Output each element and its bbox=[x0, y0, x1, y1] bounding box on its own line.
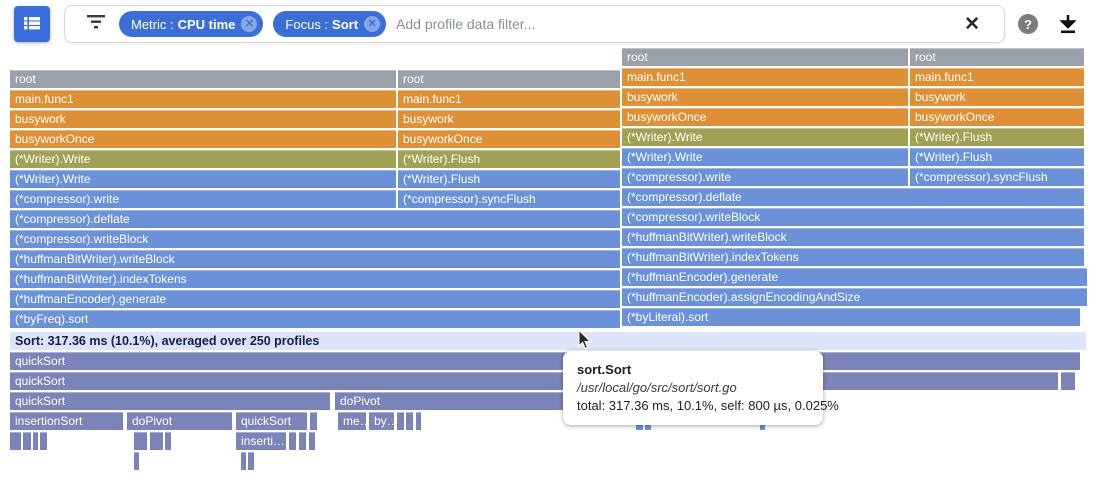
flame-bar[interactable] bbox=[309, 432, 315, 450]
flame-bar[interactable]: quickSort bbox=[10, 372, 1058, 390]
flame-bar[interactable]: doPivot bbox=[127, 412, 232, 430]
flame-bar[interactable]: (*compressor).syncFlush bbox=[910, 168, 1084, 186]
tooltip-function-name: sort.Sort bbox=[577, 362, 632, 377]
flame-bar[interactable]: root bbox=[10, 70, 396, 88]
flame-bar[interactable] bbox=[1061, 372, 1075, 390]
flame-bar[interactable] bbox=[397, 412, 404, 430]
tooltip: sort.Sort /usr/local/go/src/sort/sort.go… bbox=[563, 351, 839, 425]
flame-bar[interactable]: (*Writer).Flush bbox=[910, 148, 1084, 166]
flame-bar[interactable]: quickSort bbox=[236, 412, 307, 430]
filter-chip-focus[interactable]: Focus : Sort ✕ bbox=[273, 11, 387, 37]
flame-bar[interactable]: (*Writer).Flush bbox=[398, 170, 620, 188]
flame-bar[interactable] bbox=[299, 432, 306, 450]
flame-bar[interactable]: (*Writer).Flush bbox=[910, 128, 1084, 146]
flame-bar[interactable]: root bbox=[910, 48, 1084, 66]
flame-bar[interactable]: main.func1 bbox=[622, 68, 908, 86]
flame-bar[interactable]: insertionSort bbox=[10, 412, 123, 430]
flame-bar[interactable] bbox=[289, 432, 296, 450]
flame-bar[interactable]: root bbox=[398, 70, 620, 88]
tooltip-stats: total: 317.36 ms, 10.1%, self: 800 µs, 0… bbox=[577, 398, 839, 413]
flame-bar[interactable]: (*huffmanEncoder).generate bbox=[10, 290, 620, 308]
flame-bar[interactable] bbox=[134, 432, 147, 450]
filter-chip-metric[interactable]: Metric : CPU time ✕ bbox=[119, 11, 264, 37]
flame-bar[interactable]: (*Writer).Flush bbox=[398, 150, 620, 168]
toolbar: Metric : CPU time ✕ Focus : Sort ✕ ✕ ? bbox=[0, 0, 1096, 48]
flame-bar[interactable]: inserti… bbox=[236, 432, 286, 450]
flame-bar[interactable]: by… bbox=[369, 412, 394, 430]
flame-bar[interactable]: (*compressor).deflate bbox=[10, 210, 620, 228]
flame-bar[interactable]: (*compressor).writeBlock bbox=[622, 208, 1084, 226]
flame-bar[interactable]: (*huffmanEncoder).generate bbox=[622, 268, 1087, 286]
flame-bar[interactable]: (*Writer).Write bbox=[10, 170, 396, 188]
flame-bar[interactable] bbox=[165, 432, 171, 450]
flame-bar[interactable]: (*byFreq).sort bbox=[10, 310, 620, 328]
view-list-icon bbox=[22, 13, 42, 36]
filter-bar[interactable]: Metric : CPU time ✕ Focus : Sort ✕ ✕ bbox=[64, 5, 1005, 43]
flame-bar[interactable]: busyworkOnce bbox=[10, 130, 396, 148]
flame-bar[interactable] bbox=[134, 452, 139, 470]
flame-bar[interactable] bbox=[416, 412, 421, 430]
flame-bar[interactable] bbox=[248, 452, 254, 470]
clear-filter-icon[interactable]: ✕ bbox=[964, 13, 980, 35]
flame-bar[interactable] bbox=[23, 432, 31, 450]
flame-bar[interactable] bbox=[33, 432, 38, 450]
flame-bar[interactable]: (*compressor).deflate bbox=[622, 188, 1084, 206]
flame-bar[interactable] bbox=[150, 432, 163, 450]
focus-summary-row[interactable]: Sort: 317.36 ms (10.1%), averaged over 2… bbox=[10, 332, 1086, 350]
flame-bar[interactable]: busyworkOnce bbox=[622, 108, 908, 126]
flame-bar[interactable]: main.func1 bbox=[910, 68, 1084, 86]
flame-bar[interactable]: busyworkOnce bbox=[398, 130, 620, 148]
flame-bar[interactable]: busyworkOnce bbox=[910, 108, 1084, 126]
flame-bar[interactable]: busywork bbox=[910, 88, 1084, 106]
flame-bar[interactable]: (*huffmanBitWriter).indexTokens bbox=[622, 248, 1084, 266]
filter-input[interactable] bbox=[396, 16, 957, 32]
flame-bar[interactable]: main.func1 bbox=[398, 90, 620, 108]
flame-bar[interactable]: main.func1 bbox=[10, 90, 396, 108]
flame-bar[interactable]: (*Writer).Write bbox=[622, 148, 908, 166]
flame-bar[interactable]: (*compressor).writeBlock bbox=[10, 230, 620, 248]
help-icon[interactable]: ? bbox=[1018, 14, 1038, 34]
flame-bar[interactable]: (*huffmanBitWriter).writeBlock bbox=[622, 228, 1084, 246]
flame-bar[interactable]: busywork bbox=[10, 110, 396, 128]
chip-focus-prefix: Focus : bbox=[285, 16, 329, 32]
menu-button[interactable] bbox=[14, 6, 50, 42]
chip-metric-prefix: Metric : bbox=[131, 16, 174, 32]
chip-focus-value: Sort bbox=[332, 16, 359, 32]
filter-list-icon bbox=[87, 14, 105, 34]
chip-metric-close-icon[interactable]: ✕ bbox=[241, 16, 258, 32]
flame-bar[interactable] bbox=[406, 412, 413, 430]
flame-bar[interactable]: quickSort bbox=[10, 352, 1080, 370]
flame-bar[interactable]: busywork bbox=[398, 110, 620, 128]
flame-bar[interactable]: busywork bbox=[622, 88, 908, 106]
flame-bar[interactable]: (*compressor).write bbox=[10, 190, 396, 208]
flame-bar[interactable]: (*huffmanBitWriter).indexTokens bbox=[10, 270, 620, 288]
flame-bar[interactable]: quickSort bbox=[10, 392, 330, 410]
flame-bar[interactable]: (*huffmanBitWriter).writeBlock bbox=[10, 250, 620, 268]
flame-bar[interactable]: (*Writer).Write bbox=[622, 128, 908, 146]
flame-bar[interactable] bbox=[40, 432, 47, 450]
flame-bar[interactable]: (*huffmanEncoder).assignEncodingAndSize bbox=[622, 288, 1087, 306]
chip-focus-close-icon[interactable]: ✕ bbox=[364, 16, 381, 32]
download-icon[interactable] bbox=[1056, 12, 1080, 36]
flame-bar[interactable] bbox=[10, 432, 21, 450]
flame-bar[interactable]: (*Writer).Write bbox=[10, 150, 396, 168]
flame-bar[interactable]: root bbox=[622, 48, 908, 66]
flame-bar[interactable]: me… bbox=[338, 412, 366, 430]
flame-bar[interactable]: (*compressor).write bbox=[622, 168, 908, 186]
flame-bar[interactable] bbox=[241, 452, 246, 470]
flame-bar[interactable]: (*byLiteral).sort bbox=[622, 308, 1080, 326]
chip-metric-value: CPU time bbox=[177, 16, 236, 32]
flame-bar[interactable]: (*compressor).syncFlush bbox=[398, 190, 620, 208]
tooltip-source-path: /usr/local/go/src/sort/sort.go bbox=[577, 380, 737, 395]
flame-bar[interactable] bbox=[310, 412, 317, 430]
